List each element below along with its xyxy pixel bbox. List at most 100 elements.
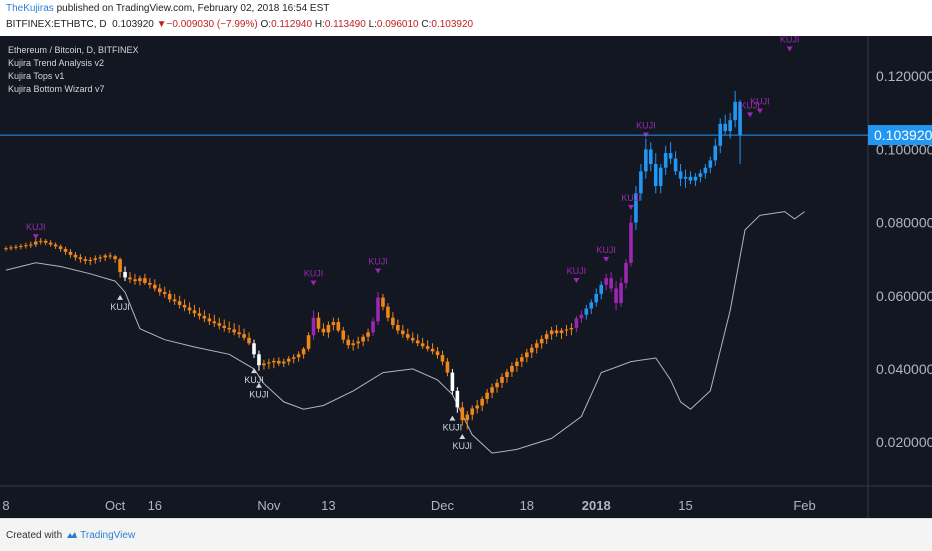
candle-body[interactable] <box>341 330 346 340</box>
candle-body[interactable] <box>118 259 122 272</box>
candle-body[interactable] <box>609 278 613 289</box>
candle-body[interactable] <box>549 330 554 335</box>
candle-body[interactable] <box>242 334 246 338</box>
candle-body[interactable] <box>619 282 623 304</box>
candle-body[interactable] <box>644 149 648 172</box>
candle-body[interactable] <box>93 258 98 260</box>
candle-body[interactable] <box>381 297 385 307</box>
candle-body[interactable] <box>688 176 693 181</box>
candle-body[interactable] <box>634 193 638 223</box>
candle-body[interactable] <box>559 330 564 334</box>
candle-body[interactable] <box>589 302 594 309</box>
candle-body[interactable] <box>162 292 167 294</box>
candle-body[interactable] <box>187 307 192 311</box>
candle-body[interactable] <box>594 293 599 303</box>
candle-body[interactable] <box>301 348 306 355</box>
candle-body[interactable] <box>515 361 519 366</box>
candle-body[interactable] <box>653 164 658 186</box>
chart-area[interactable] <box>0 36 932 518</box>
candle-body[interactable] <box>376 297 380 322</box>
candle-body[interactable] <box>698 173 703 177</box>
candle-body[interactable] <box>371 321 375 333</box>
candle-body[interactable] <box>291 357 296 359</box>
candle-body[interactable] <box>569 327 574 330</box>
candle-body[interactable] <box>733 101 737 121</box>
candle-body[interactable] <box>281 361 286 364</box>
legend-indicator[interactable]: Kujira Tops v1 <box>8 71 65 81</box>
candle-body[interactable] <box>257 354 261 366</box>
candle-body[interactable] <box>98 257 103 259</box>
candle-body[interactable] <box>182 304 187 308</box>
candle-body[interactable] <box>525 352 529 358</box>
candle-body[interactable] <box>212 321 217 324</box>
candle-body[interactable] <box>123 271 127 278</box>
candle-body[interactable] <box>68 251 73 255</box>
candle-body[interactable] <box>63 248 68 252</box>
candle-body[interactable] <box>604 278 608 285</box>
candle-body[interactable] <box>9 247 13 249</box>
candle-body[interactable] <box>78 257 83 260</box>
candle-body[interactable] <box>510 366 514 372</box>
candle-body[interactable] <box>430 348 435 352</box>
candle-body[interactable] <box>227 327 231 330</box>
candle-body[interactable] <box>83 259 88 261</box>
candle-body[interactable] <box>38 240 43 242</box>
candle-body[interactable] <box>614 288 618 304</box>
candle-body[interactable] <box>713 145 718 161</box>
candle-body[interactable] <box>361 336 365 342</box>
candle-body[interactable] <box>217 323 222 326</box>
candle-body[interactable] <box>177 301 182 305</box>
candle-body[interactable] <box>420 343 425 347</box>
candle-body[interactable] <box>222 325 227 328</box>
candle-body[interactable] <box>475 405 479 409</box>
candle-body[interactable] <box>331 322 336 326</box>
candle-body[interactable] <box>678 171 683 179</box>
candle-body[interactable] <box>133 279 137 282</box>
candle-body[interactable] <box>629 222 633 263</box>
candle-body[interactable] <box>405 334 410 338</box>
candle-body[interactable] <box>43 240 48 243</box>
candle-body[interactable] <box>410 337 415 341</box>
candle-body[interactable] <box>103 255 107 258</box>
candle-body[interactable] <box>33 241 38 245</box>
candle-body[interactable] <box>14 246 18 248</box>
candle-body[interactable] <box>425 346 430 349</box>
candle-body[interactable] <box>24 245 28 247</box>
candle-body[interactable] <box>128 277 132 280</box>
candle-body[interactable] <box>490 387 494 393</box>
candle-body[interactable] <box>262 363 266 366</box>
candle-body[interactable] <box>19 246 23 247</box>
candle-body[interactable] <box>232 329 236 333</box>
candle-body[interactable] <box>172 299 177 302</box>
candle-body[interactable] <box>272 360 276 363</box>
candle-body[interactable] <box>480 398 484 406</box>
candle-body[interactable] <box>435 351 440 356</box>
candle-body[interactable] <box>564 329 569 331</box>
candle-body[interactable] <box>440 355 445 362</box>
tradingview-link[interactable]: TradingView <box>80 530 136 541</box>
candle-body[interactable] <box>450 372 455 391</box>
candle-body[interactable] <box>529 347 534 353</box>
candle-body[interactable] <box>534 343 539 348</box>
candle-body[interactable] <box>445 361 450 373</box>
candle-body[interactable] <box>108 255 112 257</box>
candle-body[interactable] <box>728 120 732 132</box>
candle-body[interactable] <box>58 246 63 249</box>
candle-body[interactable] <box>539 338 544 344</box>
candle-body[interactable] <box>668 153 673 159</box>
candle-body[interactable] <box>554 330 559 334</box>
candle-body[interactable] <box>520 357 524 362</box>
candle-body[interactable] <box>485 392 489 399</box>
candle-body[interactable] <box>391 317 395 326</box>
candle-body[interactable] <box>723 123 727 132</box>
candle-body[interactable] <box>415 340 420 344</box>
candle-body[interactable] <box>153 284 157 289</box>
candle-body[interactable] <box>197 313 202 316</box>
candle-body[interactable] <box>53 244 58 247</box>
author-link[interactable]: TheKujiras <box>6 3 54 14</box>
candle-body[interactable] <box>683 176 688 179</box>
candle-body[interactable] <box>202 315 207 319</box>
candle-body[interactable] <box>321 328 326 333</box>
candle-body[interactable] <box>470 408 475 415</box>
candle-body[interactable] <box>207 318 212 322</box>
